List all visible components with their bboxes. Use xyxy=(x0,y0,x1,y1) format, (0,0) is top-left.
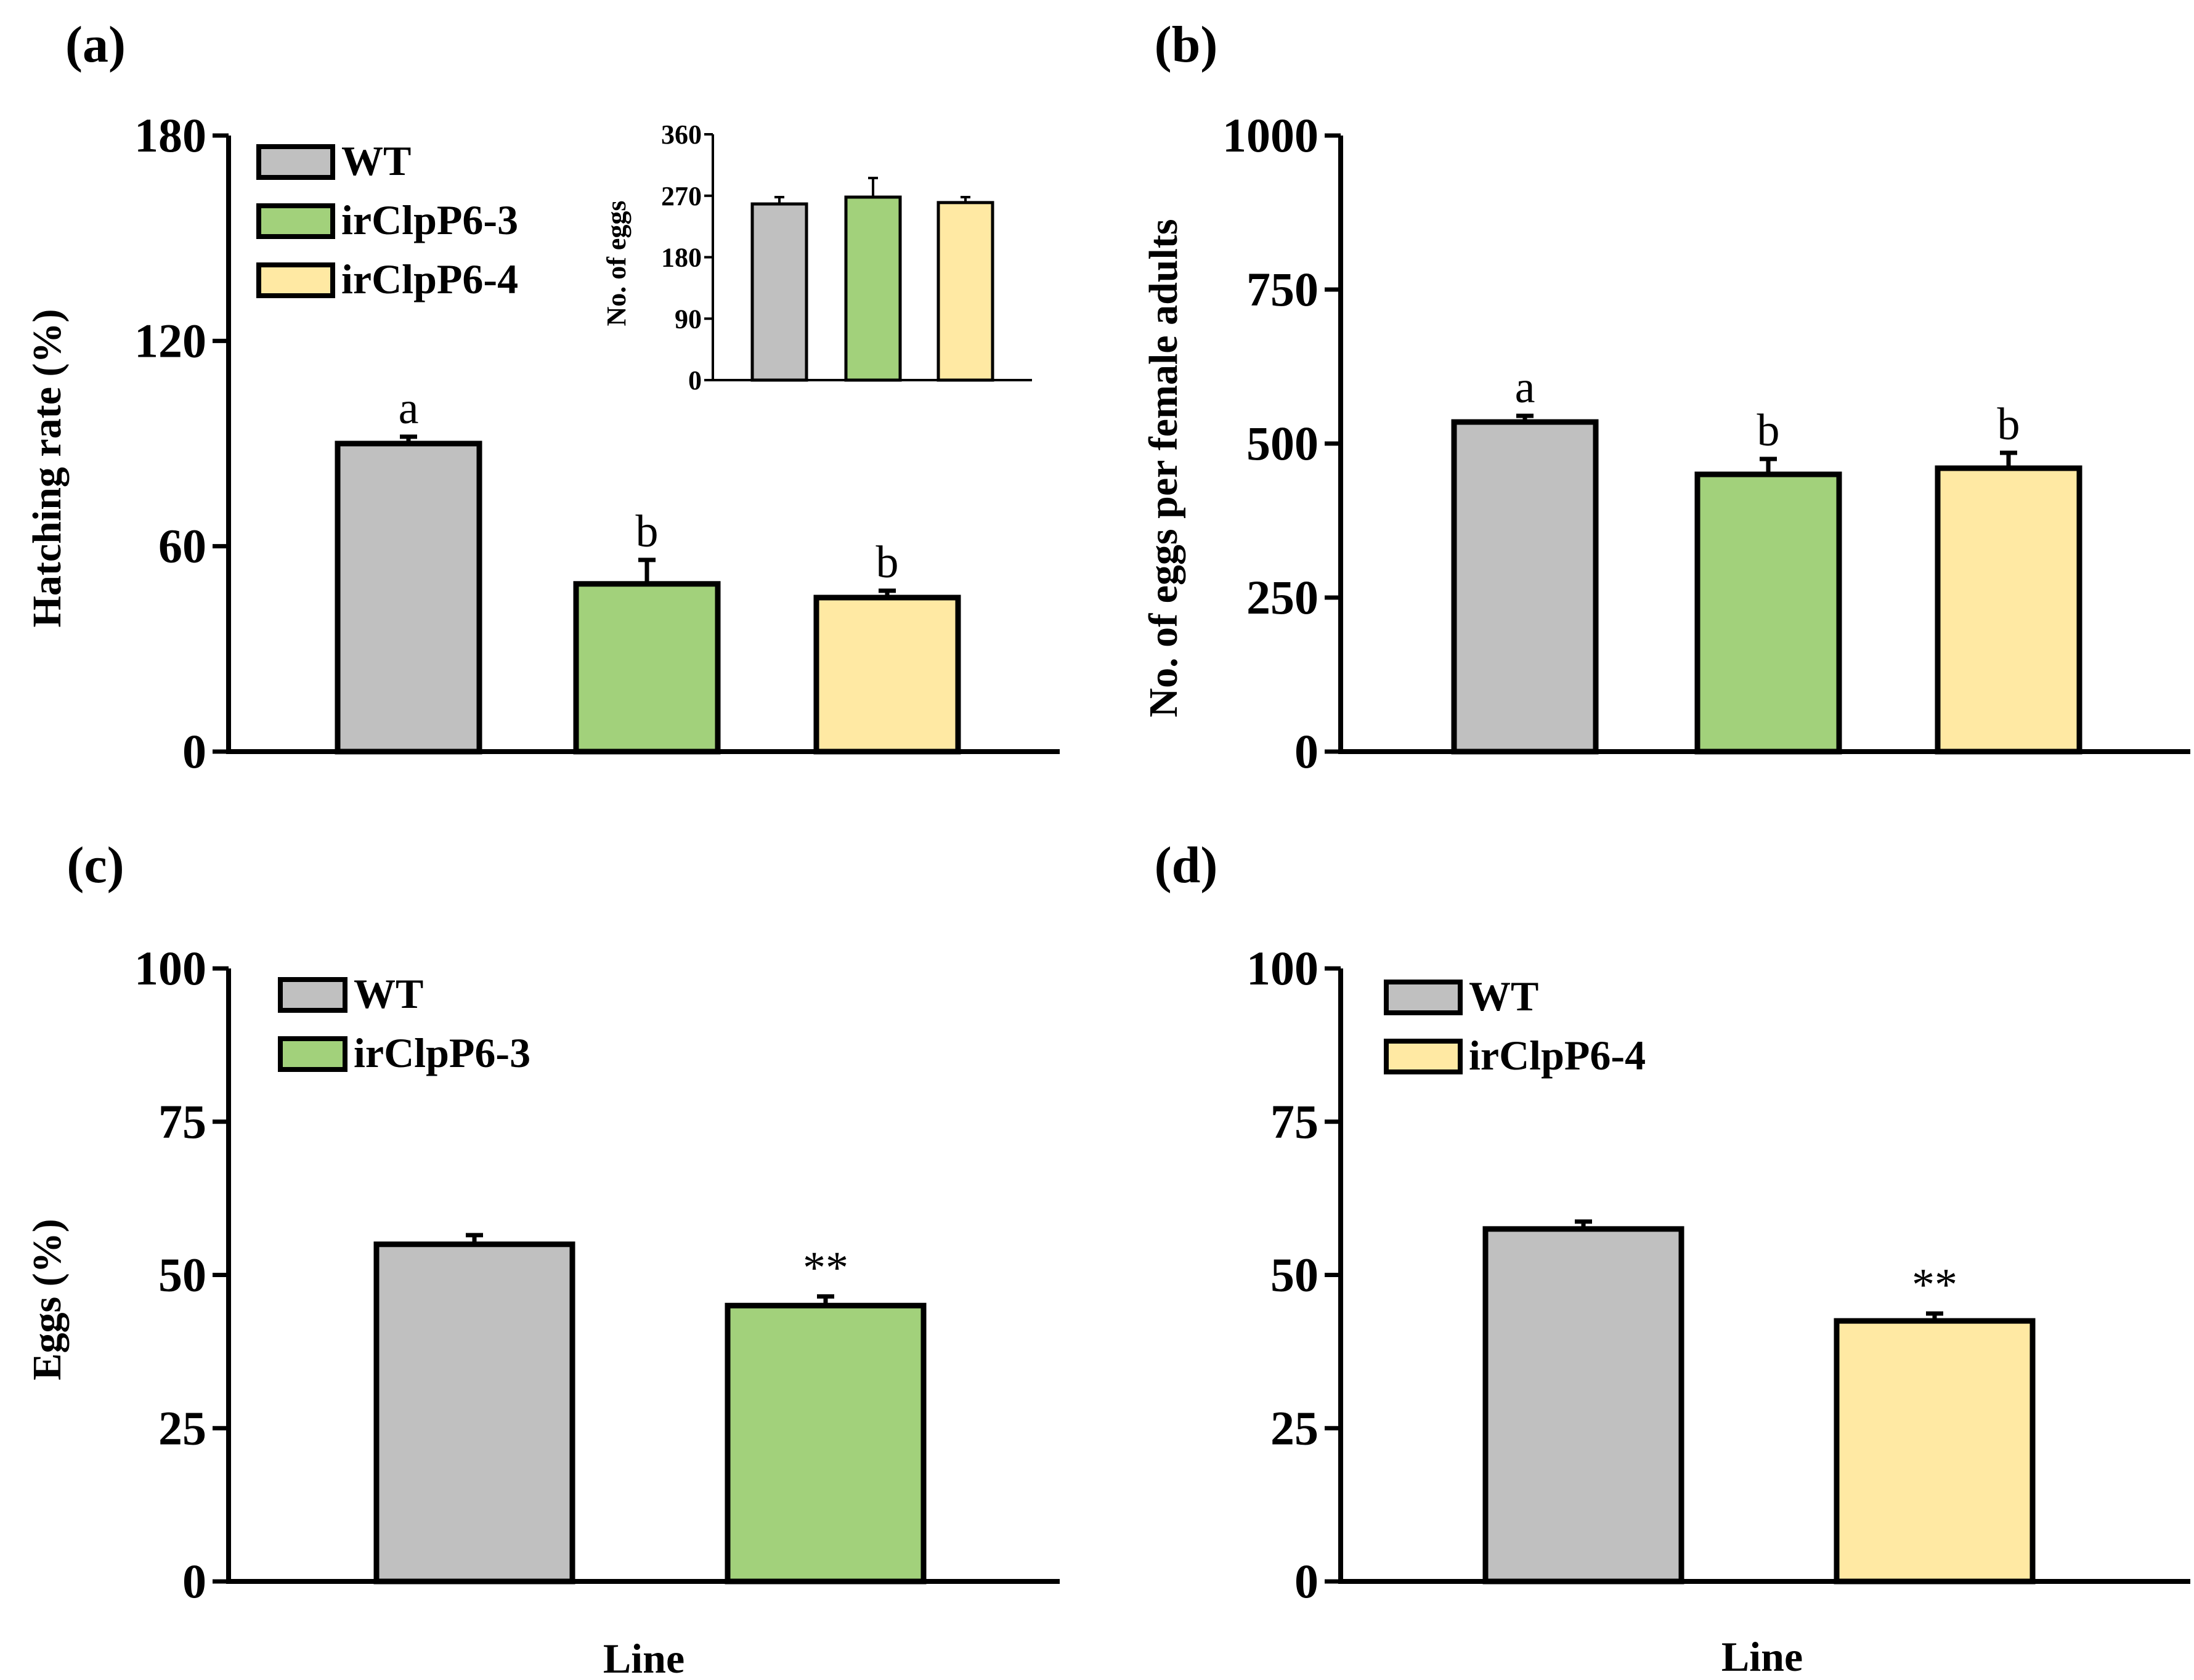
legend-label: irClpP6-4 xyxy=(1469,1032,1646,1079)
significance-label: b xyxy=(1997,399,2020,450)
panel-label: (b) xyxy=(1155,16,1218,73)
y-axis-label: No. of eggs per female adults xyxy=(1141,219,1186,717)
bar-irClpP6-4 xyxy=(1834,1318,2036,1585)
panel-b: (b) 0 250 500 750 1000 No. of eggs per female … xyxy=(1141,16,2190,778)
inset-y-tick-label: 360 xyxy=(661,120,702,150)
legend-swatch-irClpP6-4 xyxy=(256,262,335,298)
inset-bar-irClpP6-3 xyxy=(844,195,902,382)
y-tick-label: 250 xyxy=(1246,570,1318,624)
legend-swatch-WT xyxy=(278,977,347,1013)
legend-label: WT xyxy=(341,137,411,184)
x-axis-label: Line xyxy=(1721,1633,1803,1680)
y-tick-label: 100 xyxy=(1246,941,1318,995)
legend-label: irClpP6-3 xyxy=(354,1029,530,1076)
inset-y-tick-label: 180 xyxy=(661,243,702,273)
y-tick-label: 25 xyxy=(1270,1401,1318,1455)
legend-label: irClpP6-3 xyxy=(341,197,518,243)
panel-d: (d) 0 25 50 75 100 Line ** WT irClpP6-4 xyxy=(1155,837,2190,1680)
y-tick-label: 0 xyxy=(1294,724,1318,778)
bar-irClpP6-3 xyxy=(725,1302,927,1585)
y-axis-label: Eggs (%) xyxy=(25,1219,70,1380)
inset-y-axis-label: No. of eggs xyxy=(601,200,632,326)
legend-swatch-WT xyxy=(1384,980,1463,1015)
y-tick-label: 1000 xyxy=(1222,108,1318,162)
y-tick-label: 75 xyxy=(1270,1095,1318,1148)
bar-irClpP6-3 xyxy=(1694,471,1842,755)
y-tick-label: 50 xyxy=(1270,1248,1318,1302)
y-tick-label: 500 xyxy=(1246,416,1318,470)
y-tick-label: 180 xyxy=(134,108,206,162)
legend-swatch-irClpP6-3 xyxy=(256,203,335,239)
significance-label: b xyxy=(636,506,659,557)
significance-label: a xyxy=(399,383,419,434)
y-tick-label: 60 xyxy=(158,519,206,573)
significance-label: b xyxy=(1757,405,1780,456)
panel-label: (d) xyxy=(1155,837,1218,894)
y-tick-label: 0 xyxy=(1294,1554,1318,1608)
legend-swatch-irClpP6-3 xyxy=(278,1036,347,1072)
significance-label: ** xyxy=(803,1243,848,1293)
y-tick-label: 120 xyxy=(134,314,206,367)
y-tick-label: 75 xyxy=(158,1095,206,1148)
inset-y-tick-label: 90 xyxy=(675,304,702,334)
y-tick-label: 0 xyxy=(182,1554,206,1608)
legend-label: irClpP6-4 xyxy=(341,256,518,302)
x-axis-label: Line xyxy=(603,1635,685,1680)
y-axis-label: Hatching rate (%) xyxy=(25,309,70,628)
panel-c: (c) 0 25 50 75 100 Eggs (%) Line ** WT irClpP6-3 xyxy=(25,837,1060,1680)
panel-label: (c) xyxy=(67,837,124,894)
legend-label: WT xyxy=(1469,973,1538,1020)
inset-bar-irClpP6-4 xyxy=(937,201,994,382)
y-tick-label: 0 xyxy=(182,724,206,778)
panel-a: (a) 0 60 120 180 Hatching rate (%) a b b WT irClpP… xyxy=(25,16,1060,778)
panel-a-inset: 0 90 180 270 360 No. of eggs xyxy=(601,120,1032,396)
y-tick-label: 25 xyxy=(158,1401,206,1455)
bar-irClpP6-4 xyxy=(1935,465,2082,755)
panel-label: (a) xyxy=(65,16,126,73)
y-tick-label: 100 xyxy=(134,941,206,995)
bar-irClpP6-4 xyxy=(813,594,961,755)
bar-WT xyxy=(1482,1226,1684,1585)
significance-label: b xyxy=(876,537,899,588)
bar-WT xyxy=(1451,419,1599,755)
inset-y-tick-label: 270 xyxy=(661,181,702,211)
legend-swatch-irClpP6-4 xyxy=(1384,1039,1463,1074)
legend-swatch-WT xyxy=(256,144,335,180)
inset-y-tick-label: 0 xyxy=(688,365,702,396)
y-tick-label: 750 xyxy=(1246,262,1318,316)
inset-bar-WT xyxy=(750,202,808,382)
legend-label: WT xyxy=(354,970,423,1017)
significance-label: a xyxy=(1515,362,1535,413)
bar-WT xyxy=(373,1241,575,1585)
bar-irClpP6-3 xyxy=(573,581,721,755)
significance-label: ** xyxy=(1912,1260,1957,1310)
y-tick-label: 50 xyxy=(158,1248,206,1302)
bar-WT xyxy=(335,440,482,755)
